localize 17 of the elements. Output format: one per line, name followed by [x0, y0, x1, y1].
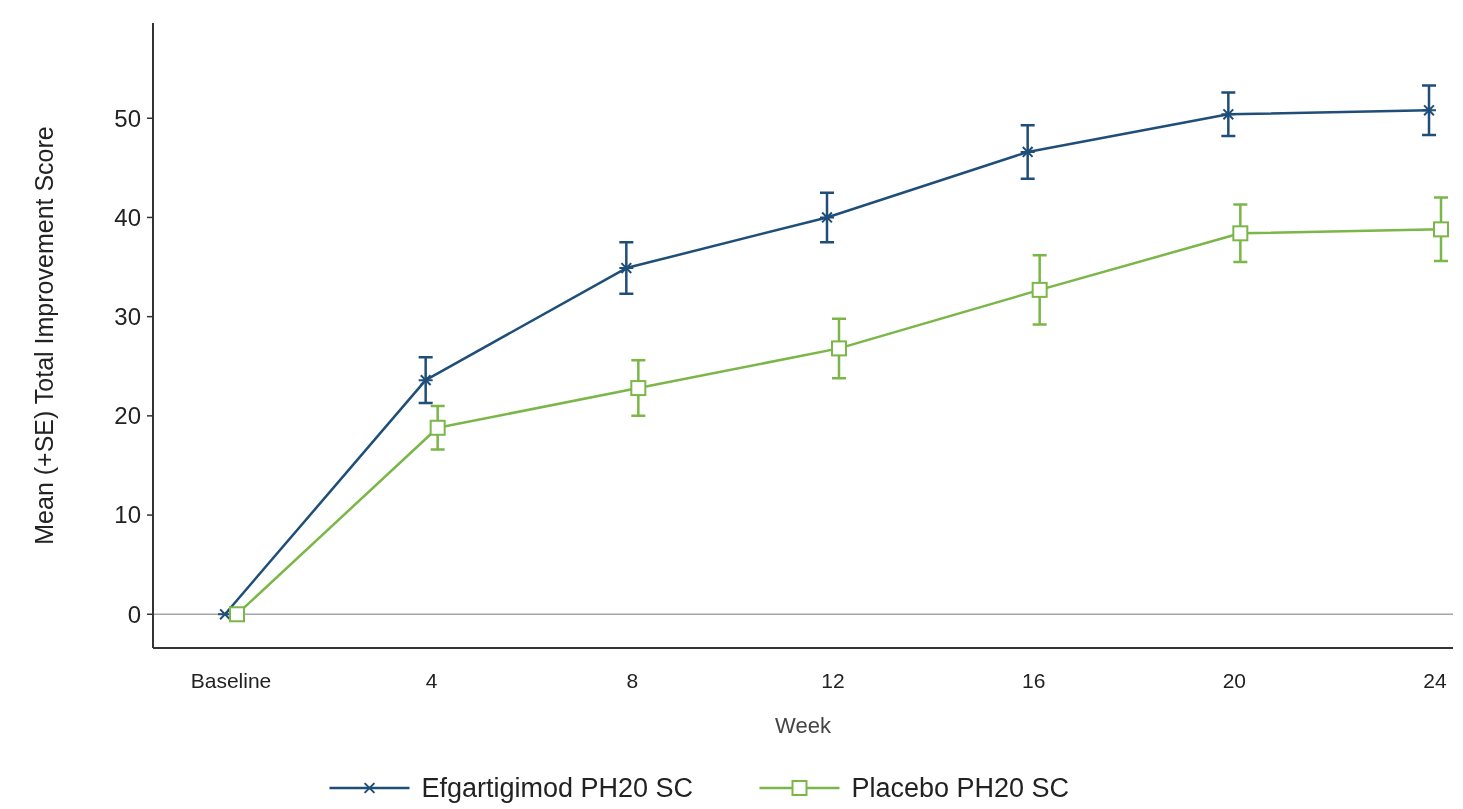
x-tick-label: 16: [1021, 669, 1046, 692]
y-tick-label: 40: [114, 203, 141, 231]
y-tick-label: 0: [127, 600, 141, 628]
y-tick-label: 50: [114, 104, 141, 132]
y-axis-title: Mean (+SE) Total Improvement Score: [30, 126, 58, 545]
x-tick-label: 4: [425, 669, 438, 692]
legend-label: Placebo PH20 SC: [851, 773, 1070, 804]
x-axis-title: Week: [775, 713, 832, 738]
x-tick-label: 20: [1222, 669, 1247, 692]
x-tick-label: 8: [626, 669, 639, 692]
legend-label: Efgartigimod PH20 SC: [421, 773, 694, 804]
y-tick-label: 20: [114, 402, 141, 430]
y-tick-label: 30: [114, 303, 141, 331]
x-tick-label: 24: [1423, 669, 1447, 692]
y-tick-label: 10: [114, 501, 141, 529]
x-tick-label: 12: [821, 669, 845, 692]
x-tick-label: Baseline: [190, 669, 272, 692]
